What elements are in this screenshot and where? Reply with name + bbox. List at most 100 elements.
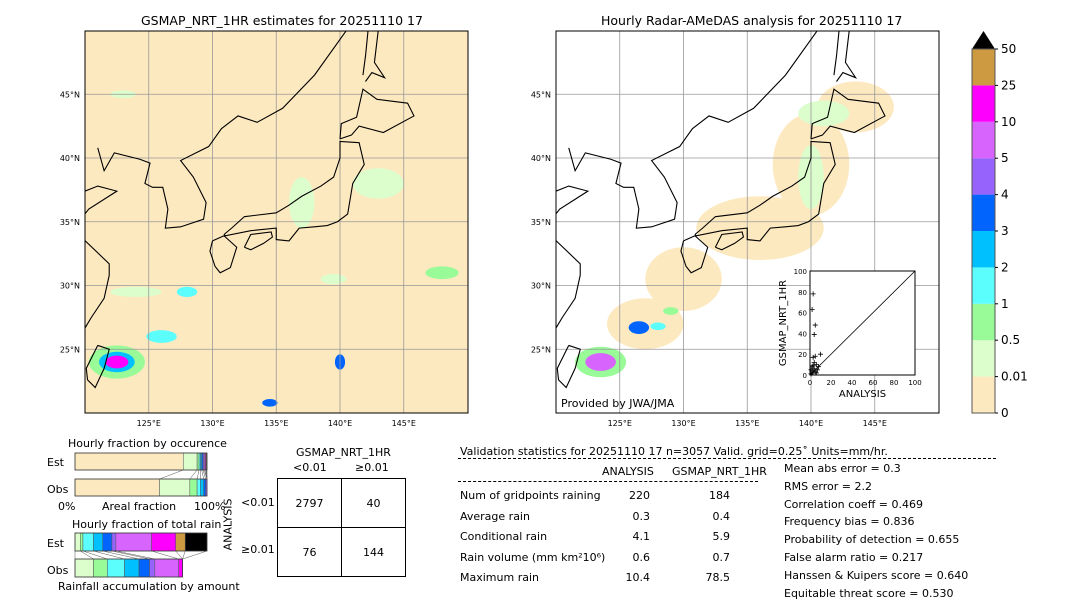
lat-tick: 25°N	[531, 345, 551, 354]
fraction-segment	[80, 532, 84, 552]
coastline	[85, 344, 110, 389]
colorbar-label: 0.5	[1001, 333, 1020, 347]
gsmap-map: 125°E 130°E 135°E 140°E 145°E 45°N 40°N 35°N 30°…	[60, 30, 469, 428]
x-tick: 60	[869, 379, 878, 387]
colorbar-segment	[972, 303, 995, 341]
lon-tick: 145°E	[392, 419, 416, 428]
scatter-point	[811, 366, 817, 372]
colorbar-extend-arrow	[972, 31, 995, 49]
fraction-segment	[200, 478, 204, 497]
colorbar-label: 0.01	[1001, 370, 1028, 384]
rain-area	[352, 168, 404, 199]
fraction-segment	[196, 452, 200, 471]
fraction-segment	[82, 532, 94, 552]
fraction-bars	[74, 452, 208, 578]
col-label-2: ≥0.01	[355, 461, 389, 474]
y-axis-label: GSMAP_NRT_1HR	[778, 280, 789, 366]
stats-header: Validation statistics for 20251110 17 n=…	[460, 445, 888, 458]
y-tick: 20	[798, 351, 807, 359]
cell: 40	[341, 478, 406, 528]
divider	[458, 458, 996, 459]
rain-area	[176, 286, 198, 297]
fraction-segment	[74, 452, 184, 471]
score-line: False alarm ratio = 0.217	[784, 551, 924, 564]
divider	[458, 481, 758, 482]
scatter-point	[812, 322, 818, 328]
stat-label: Maximum rain	[460, 571, 539, 584]
stat-label: Average rain	[460, 509, 530, 523]
rain-area	[425, 266, 459, 280]
stat-gsmap: 184	[709, 489, 730, 502]
axis-left: 0%	[58, 500, 76, 513]
fraction-segment	[178, 558, 183, 578]
map-frame	[555, 30, 940, 414]
scatter-point	[811, 360, 817, 366]
fraction-segment	[138, 558, 150, 578]
colorbar-segment	[972, 340, 995, 377]
row-axis-label: ANALYSIS	[221, 498, 235, 551]
score-line: Hanssen & Kuipers score = 0.640	[784, 568, 969, 582]
lat-tick: 30°N	[531, 282, 551, 291]
score-line: Equitable threat score = 0.530	[784, 586, 954, 600]
col-gsmap: GSMAP_NRT_1HR	[672, 465, 767, 478]
connector-line	[182, 550, 208, 560]
scatter-point	[808, 371, 814, 377]
diagonal-line	[809, 270, 916, 376]
fraction-segment	[74, 478, 160, 497]
scatter-point	[815, 364, 821, 370]
scatter-point	[810, 368, 816, 374]
row-label-1: <0.01	[241, 496, 275, 509]
colorbar: 0 0.01 0.5 1 2 3 4 5 10 25 50	[971, 31, 1028, 420]
coastline	[556, 344, 581, 389]
x-tick: 0	[808, 379, 812, 387]
y-tick: 80	[798, 289, 807, 297]
maps: 125°E 130°E 135°E 140°E 145°E 45°N 40°N 35°N 30°…	[60, 30, 1028, 428]
colorbar-label: 50	[1001, 42, 1016, 56]
fraction-segment	[93, 558, 108, 578]
x-axis-label: ANALYSIS	[839, 389, 886, 400]
lon-tick: 135°E	[264, 419, 288, 428]
lat-tick: 35°N	[531, 218, 551, 227]
est-label-2: Est	[47, 537, 64, 550]
lat-tick: 30°N	[60, 282, 80, 291]
coastline	[694, 140, 836, 242]
x-tick: 80	[890, 379, 899, 387]
y-tick: 40	[798, 330, 807, 338]
bar-frame	[74, 478, 208, 497]
connector-line	[202, 469, 206, 480]
obs-label-2: Obs	[47, 564, 69, 577]
connector-line	[189, 469, 198, 480]
lat-tick: 45°N	[60, 90, 80, 99]
colorbar-label: 1	[1001, 297, 1009, 311]
fraction-segment	[175, 532, 186, 552]
coastline	[339, 88, 415, 140]
coastline	[362, 31, 369, 76]
colorbar-label: 2	[1001, 260, 1009, 274]
x-tick: 20	[827, 379, 836, 387]
rain-area	[650, 322, 666, 331]
score-line: Probability of detection = 0.655	[784, 533, 960, 547]
connector-line	[111, 550, 150, 560]
colorbar-segment	[972, 194, 995, 231]
score-line: RMS error = 2.2	[784, 479, 872, 493]
stat-analysis: 4.1	[632, 530, 651, 543]
stat-analysis: 0.6	[632, 550, 651, 564]
bar-frame	[74, 452, 208, 471]
connector-line	[182, 550, 186, 560]
cell: 2797	[277, 478, 342, 528]
stat-gsmap: 0.4	[712, 509, 731, 523]
fraction-segment	[93, 532, 103, 552]
colorbar-label: 0	[1001, 406, 1009, 420]
colorbar-label: 25	[1001, 78, 1016, 92]
connector-line	[175, 550, 183, 560]
scatter-point	[812, 353, 818, 359]
bar-frame	[74, 558, 183, 578]
fraction-segment	[159, 478, 191, 497]
rain-area	[110, 286, 162, 297]
scatter-point	[813, 362, 819, 368]
fraction-segment	[203, 478, 206, 497]
fraction-segment	[115, 532, 152, 552]
connector-line	[93, 550, 125, 560]
contingency-table: 2797 40 76 144	[277, 478, 406, 577]
